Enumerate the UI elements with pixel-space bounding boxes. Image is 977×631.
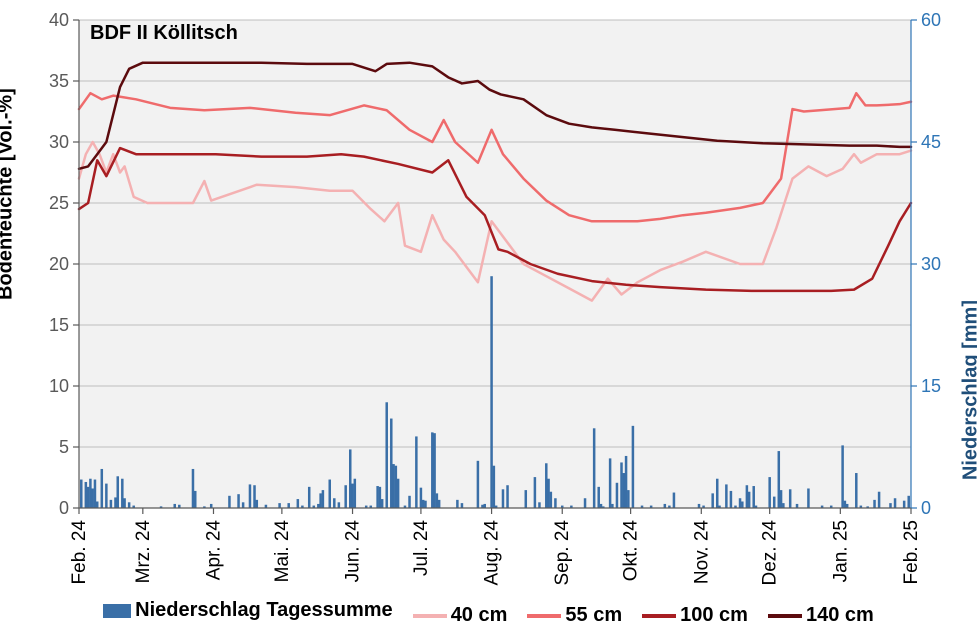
svg-text:Feb. 25: Feb. 25	[901, 520, 922, 584]
svg-text:Aug. 24: Aug. 24	[482, 520, 503, 586]
legend-swatch-line	[527, 614, 561, 618]
legend-swatch-line	[413, 614, 447, 618]
legend-item: 140 cm	[768, 604, 874, 627]
legend-item: 55 cm	[527, 604, 622, 627]
y-right-axis-label: Niederschlag [mm]	[960, 300, 977, 480]
soil-moisture-chart: 0 5 10 15 20 25 30 35 40 0 15 30 45 60 Feb. 24 Mrz. 24 A…	[0, 0, 977, 631]
svg-text:40: 40	[49, 10, 69, 30]
legend-label: 140 cm	[806, 604, 874, 627]
svg-text:25: 25	[49, 193, 69, 213]
svg-text:15: 15	[49, 315, 69, 335]
svg-text:0: 0	[59, 498, 69, 518]
legend-swatch-bar	[103, 604, 131, 618]
svg-text:Jun. 24: Jun. 24	[343, 520, 364, 583]
svg-text:35: 35	[49, 71, 69, 91]
svg-text:15: 15	[921, 376, 941, 396]
svg-text:30: 30	[49, 132, 69, 152]
legend-item: Niederschlag Tagessumme	[103, 599, 393, 622]
svg-text:Okt. 24: Okt. 24	[621, 520, 642, 582]
svg-text:30: 30	[921, 254, 941, 274]
svg-text:Sep. 24: Sep. 24	[552, 520, 573, 586]
svg-text:Dez. 24: Dez. 24	[760, 520, 781, 586]
legend-swatch-line	[642, 614, 676, 618]
legend-swatch-line	[768, 614, 802, 618]
svg-text:Jul. 24: Jul. 24	[411, 520, 432, 576]
svg-text:Jan. 25: Jan. 25	[830, 520, 851, 582]
y-left-axis-label: Bodenfeuchte [Vol.-%]	[0, 88, 18, 300]
svg-text:0: 0	[921, 498, 931, 518]
svg-text:5: 5	[59, 437, 69, 457]
svg-text:Mrz. 24: Mrz. 24	[133, 520, 154, 584]
legend-label: Niederschlag Tagessumme	[135, 599, 393, 622]
legend-label: 100 cm	[680, 604, 748, 627]
legend-item: 100 cm	[642, 604, 748, 627]
svg-text:Nov. 24: Nov. 24	[691, 520, 712, 585]
svg-text:10: 10	[49, 376, 69, 396]
svg-text:45: 45	[921, 132, 941, 152]
svg-text:Apr. 24: Apr. 24	[203, 520, 224, 581]
svg-text:Mai. 24: Mai. 24	[272, 520, 293, 583]
chart-svg: 0 5 10 15 20 25 30 35 40 0 15 30 45 60 Feb. 24 Mrz. 24 A…	[0, 0, 977, 631]
legend-item: 40 cm	[413, 604, 508, 627]
legend-label: 40 cm	[451, 604, 508, 627]
chart-title: BDF II Köllitsch	[90, 22, 238, 45]
svg-text:60: 60	[921, 10, 941, 30]
svg-text:Feb. 24: Feb. 24	[69, 520, 90, 585]
legend-label: 55 cm	[565, 604, 622, 627]
legend: Niederschlag Tagessumme 40 cm 55 cm 100 cm 1…	[0, 599, 977, 627]
svg-text:20: 20	[49, 254, 69, 274]
